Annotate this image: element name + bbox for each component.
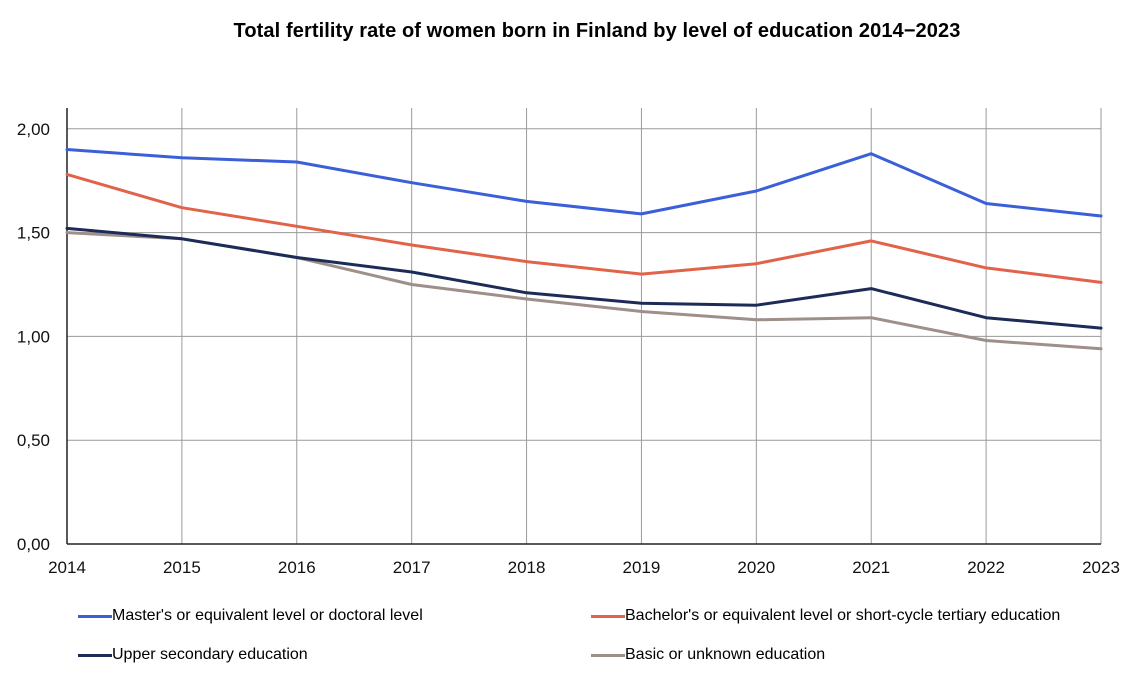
legend-swatch — [78, 614, 112, 618]
legend-item-basic: Basic or unknown education — [591, 646, 825, 664]
x-tick-label: 2018 — [508, 558, 546, 577]
y-tick-label: 1,50 — [17, 224, 50, 243]
series-line — [65, 226, 1103, 330]
series-line — [65, 172, 1103, 284]
tick-labels: 0,00 0,50 1,00 1,50 2,00 2014 2015 2016 2017 2018… — [17, 120, 1120, 577]
legend-label: Upper secondary education — [112, 646, 308, 663]
y-tick-label: 0,50 — [17, 431, 50, 450]
x-tick-label: 2014 — [48, 558, 86, 577]
x-tick-label: 2016 — [278, 558, 316, 577]
legend-label: Bachelor's or equivalent level or short-… — [625, 607, 1061, 624]
legend-label: Master's or equivalent level or doctoral… — [112, 607, 423, 624]
x-tick-label: 2022 — [967, 558, 1005, 577]
x-tick-label: 2021 — [852, 558, 890, 577]
legend-item-upper-secondary: Upper secondary education — [78, 646, 308, 664]
legend-item-masters: Master's or equivalent level or doctoral… — [78, 607, 423, 625]
y-tick-label: 0,00 — [17, 535, 50, 554]
x-tick-label: 2023 — [1082, 558, 1120, 577]
series-lines — [65, 148, 1103, 351]
legend-swatch — [591, 614, 625, 618]
legend-label: Basic or unknown education — [625, 646, 826, 663]
series-line — [65, 231, 1103, 351]
x-tick-label: 2019 — [623, 558, 661, 577]
x-tick-label: 2015 — [163, 558, 201, 577]
x-tick-label: 2017 — [393, 558, 431, 577]
y-tick-label: 2,00 — [17, 120, 50, 139]
legend-item-bachelors: Bachelor's or equivalent level or short-… — [591, 607, 1060, 625]
x-tick-label: 2020 — [737, 558, 775, 577]
y-tick-label: 1,00 — [17, 327, 50, 346]
legend-swatch — [591, 653, 625, 657]
chart-title: Total fertility rate of women born in Fi… — [233, 20, 961, 42]
series-line — [65, 148, 1103, 218]
legend-swatch — [78, 653, 112, 657]
grid — [67, 108, 1102, 544]
axes — [66, 108, 1101, 545]
